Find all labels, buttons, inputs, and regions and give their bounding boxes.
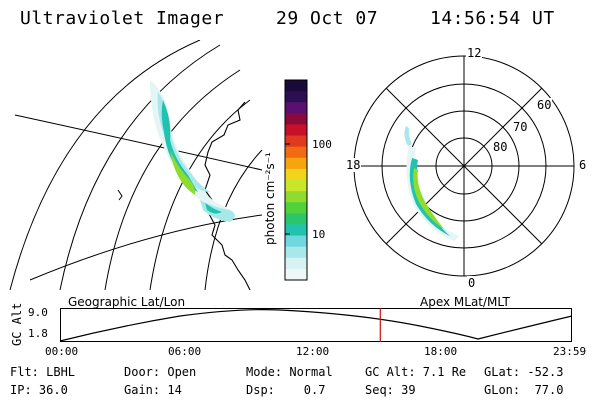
alt-plot-ylabel: GC Alt <box>10 302 24 346</box>
alt-xtick-4: 23:59 <box>553 345 587 358</box>
filter-info: Flt: LBHL <box>10 365 76 379</box>
colorbar-unit-label: photon cm⁻²s⁻¹ <box>263 152 277 245</box>
lat-label-60: 60 <box>536 98 553 112</box>
geographic-map <box>9 40 263 290</box>
colorbar-band <box>285 102 307 114</box>
geographic-label: Geographic Lat/Lon <box>68 295 186 309</box>
colorbar-band <box>285 235 307 248</box>
colorbar <box>284 79 308 281</box>
app-title: Ultraviolet Imager <box>20 8 225 29</box>
ip-info: IP: 36.0 <box>10 383 68 397</box>
door-info: Door: Open <box>124 365 197 379</box>
mode-info: Mode: Normal <box>246 365 333 379</box>
colorbar-band <box>285 224 307 237</box>
colorbar-band <box>285 146 307 159</box>
colorbar-band <box>285 268 307 281</box>
glon-info: GLon: 77.0 <box>484 383 564 397</box>
alt-xtick-0: 00:00 <box>45 345 79 358</box>
seq-info: Seq: 39 <box>365 383 416 397</box>
alt-xtick-3: 18:00 <box>424 345 458 358</box>
colorbar-band <box>285 135 307 148</box>
mlt-label-6: 6 <box>578 158 588 172</box>
time-label: 14:56:54 UT <box>430 8 555 29</box>
glat-info: GLat: -52.3 <box>484 365 564 379</box>
colorbar-tick-100: 100 <box>312 138 332 151</box>
colorbar-band <box>285 202 307 214</box>
mlt-label-12: 12 <box>466 46 483 60</box>
colorbar-band <box>285 157 307 170</box>
alt-xtick-2: 12:00 <box>296 345 330 358</box>
colorbar-band <box>285 113 307 125</box>
colorbar-band <box>285 213 307 225</box>
alt-ytick-1-8: 1.8 <box>28 327 48 340</box>
lat-label-80: 80 <box>492 140 509 154</box>
colorbar-tick-10: 10 <box>312 228 326 241</box>
colorbar-band <box>285 124 307 137</box>
gain-info: Gain: 14 <box>124 383 182 397</box>
polar-mlat-mlt-plot <box>353 55 575 277</box>
altitude-plot <box>59 308 573 342</box>
colorbar-band <box>285 80 307 92</box>
colorbar-band <box>285 191 307 203</box>
lat-label-70: 70 <box>512 120 529 134</box>
alt-ytick-9: 9.0 <box>28 306 48 319</box>
colorbar-band <box>285 168 307 181</box>
alt-xtick-1: 06:00 <box>168 345 202 358</box>
apex-label: Apex MLat/MLT <box>420 295 510 309</box>
colorbar-band <box>285 180 307 192</box>
colorbar-band <box>285 91 307 103</box>
date-label: 29 Oct 07 <box>276 8 379 29</box>
mlt-label-0: 0 <box>467 276 477 290</box>
colorbar-band <box>285 257 307 270</box>
colorbar-band <box>285 246 307 259</box>
gc-alt-info: GC Alt: 7.1 Re <box>365 365 467 379</box>
mlt-label-18: 18 <box>345 158 362 172</box>
dsp-info: Dsp: 0.7 <box>246 383 326 397</box>
